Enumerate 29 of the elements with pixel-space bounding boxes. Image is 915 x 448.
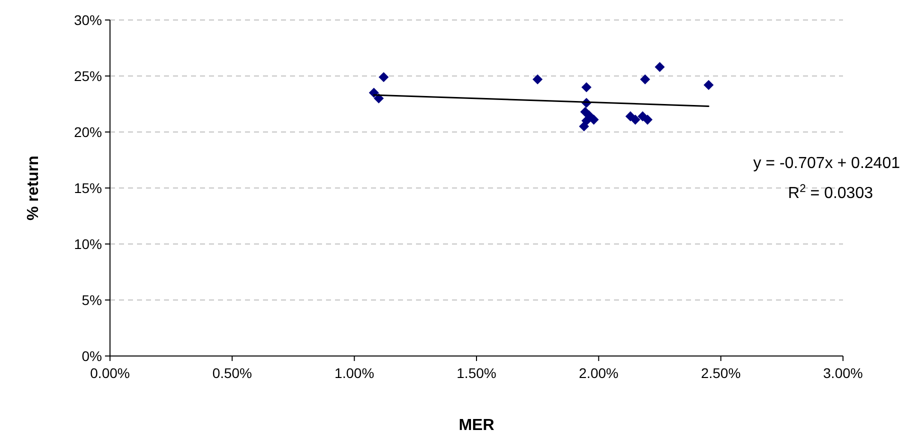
x-tick-label: 1.00%: [334, 365, 374, 381]
annotation: R$^{2}$ = 0.0303: [788, 183, 874, 202]
y-tick-label: 20%: [74, 124, 102, 140]
y-tick-label: 5%: [82, 292, 102, 308]
point: [588, 114, 599, 125]
y-tick-label: 10%: [74, 236, 102, 252]
y-axis-title: % return: [25, 156, 42, 220]
annotation: y = -0.707x + 0.2401: [753, 155, 900, 172]
point: [368, 88, 379, 98]
x-tick-label: 0.50%: [212, 365, 252, 381]
point: [640, 74, 650, 84]
x-tick-label: 0.00%: [90, 365, 130, 381]
point: [630, 114, 640, 125]
y-tick-label: 30%: [74, 12, 102, 28]
point: [532, 74, 543, 84]
y-tick-label: 0%: [82, 348, 102, 364]
x-tick-label: 3.00%: [823, 365, 863, 381]
x-tick-label: 2.00%: [578, 365, 619, 381]
point: [378, 72, 389, 82]
y-tick-label: 25%: [74, 68, 102, 84]
x-axis-title: MER: [458, 417, 495, 434]
y-tick-label: 15%: [74, 180, 102, 196]
x-tick-label: 1.50%: [456, 365, 496, 381]
point: [654, 62, 665, 72]
point: [584, 110, 594, 120]
point: [581, 82, 592, 92]
x-tick-label: 2.50%: [700, 365, 741, 381]
point: [642, 114, 653, 125]
point: [704, 80, 714, 90]
